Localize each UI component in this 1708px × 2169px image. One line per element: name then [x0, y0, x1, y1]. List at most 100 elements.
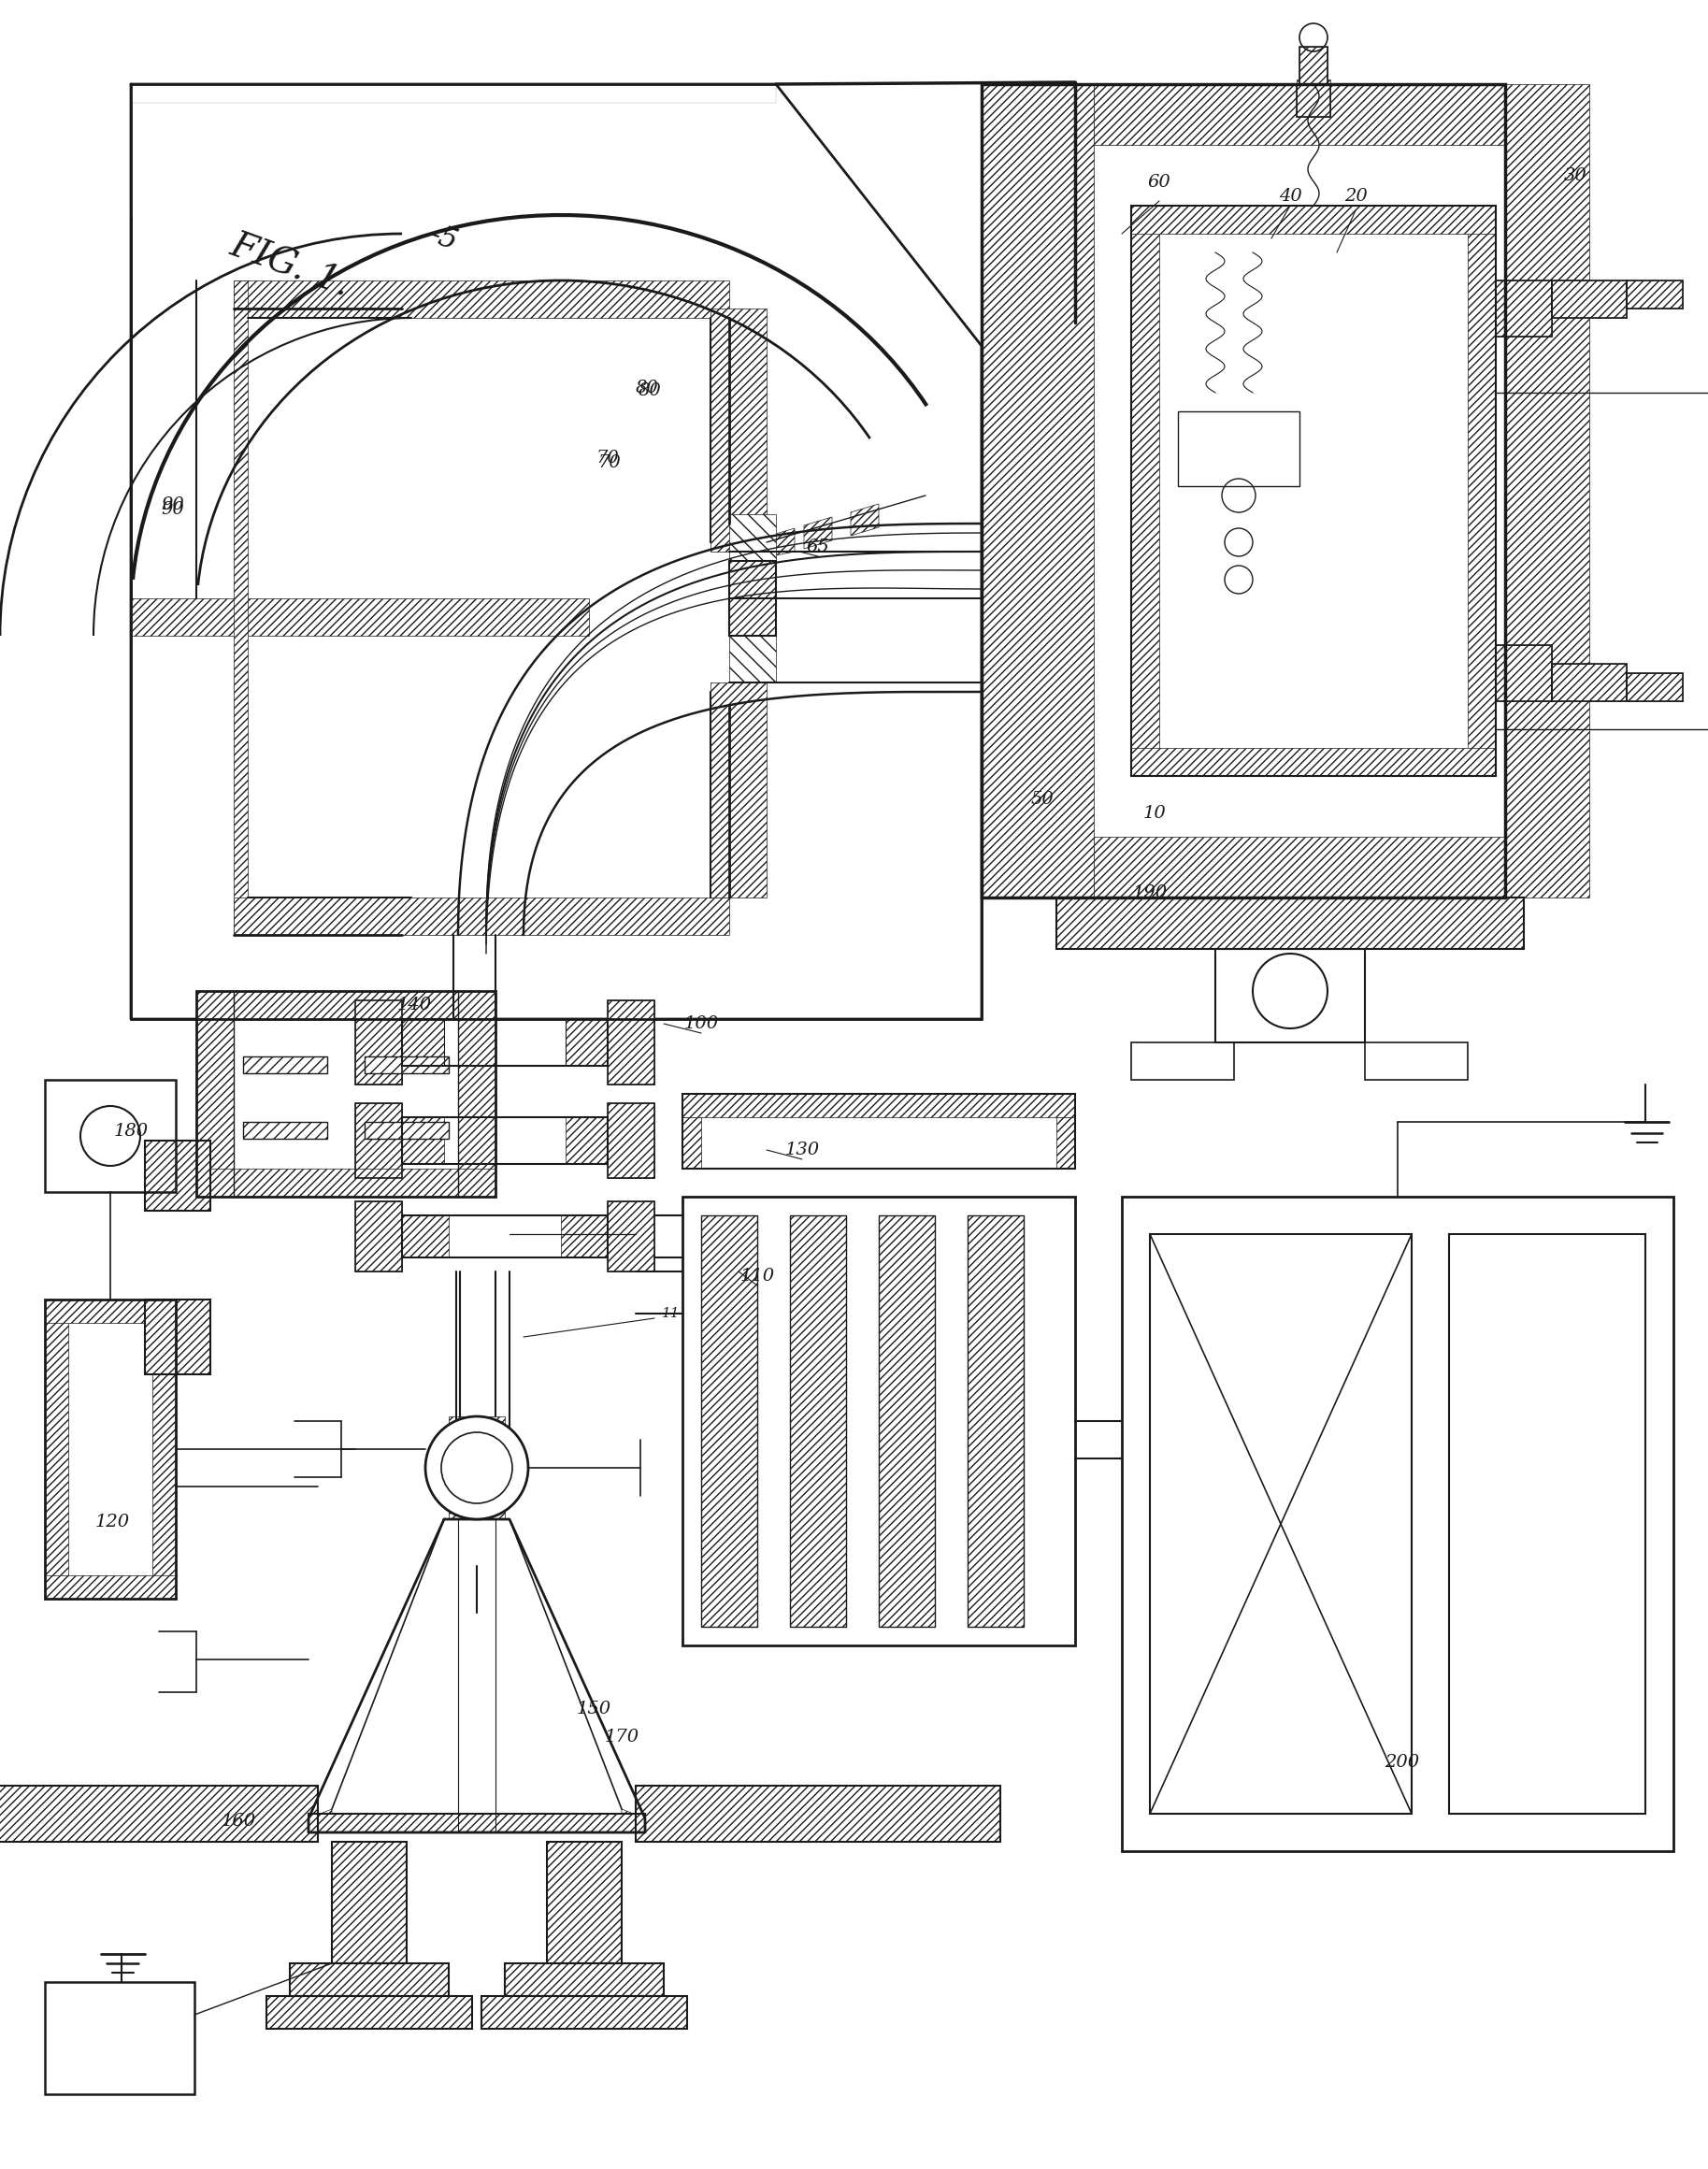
Polygon shape: [234, 280, 729, 319]
Text: 50: 50: [1032, 792, 1054, 807]
Bar: [1122, 1197, 1674, 1850]
Polygon shape: [635, 1785, 1001, 1841]
Bar: [243, 1056, 328, 1074]
Polygon shape: [266, 1995, 471, 2028]
Bar: [1131, 206, 1496, 777]
Bar: [1179, 412, 1300, 486]
Polygon shape: [145, 1141, 210, 1210]
Polygon shape: [1626, 672, 1682, 701]
Polygon shape: [880, 1215, 934, 1627]
Polygon shape: [196, 1169, 495, 1197]
Text: 200: 200: [1385, 1755, 1419, 1770]
Polygon shape: [196, 991, 495, 1019]
Bar: [683, 1093, 1074, 1169]
Text: 120: 120: [96, 1514, 130, 1531]
Text: 10: 10: [1143, 805, 1167, 822]
Polygon shape: [1131, 206, 1160, 777]
Text: -5: -5: [425, 219, 463, 256]
Bar: [1553, 664, 1626, 701]
Text: 100: 100: [683, 1015, 719, 1032]
Text: 80: 80: [639, 382, 661, 399]
Polygon shape: [152, 1299, 176, 1599]
Polygon shape: [196, 991, 234, 1197]
Polygon shape: [309, 1813, 646, 1833]
Polygon shape: [1093, 837, 1505, 898]
Bar: [0, 1785, 318, 1841]
Polygon shape: [565, 1019, 608, 1065]
Polygon shape: [1296, 80, 1331, 117]
Polygon shape: [1553, 280, 1626, 319]
Polygon shape: [711, 683, 767, 898]
Bar: [608, 1202, 654, 1271]
Circle shape: [441, 1432, 512, 1503]
Polygon shape: [729, 636, 775, 683]
Polygon shape: [506, 1963, 664, 1995]
Circle shape: [80, 1106, 140, 1167]
Polygon shape: [364, 1056, 449, 1074]
Polygon shape: [401, 1019, 444, 1065]
Polygon shape: [482, 1995, 687, 2028]
Polygon shape: [1505, 85, 1588, 898]
Polygon shape: [309, 1518, 646, 1833]
Polygon shape: [608, 1202, 654, 1271]
Polygon shape: [401, 1215, 449, 1258]
Bar: [1496, 280, 1553, 336]
Polygon shape: [683, 1093, 1074, 1117]
Bar: [401, 1215, 608, 1258]
Text: 70: 70: [598, 453, 622, 471]
Bar: [401, 1019, 608, 1065]
Polygon shape: [804, 516, 832, 549]
Bar: [145, 1299, 210, 1375]
Polygon shape: [851, 503, 880, 536]
Polygon shape: [1131, 748, 1496, 777]
Polygon shape: [968, 1215, 1023, 1627]
Text: 150: 150: [576, 1700, 611, 1718]
Bar: [1296, 85, 1331, 117]
Bar: [608, 1000, 654, 1084]
Bar: [1626, 672, 1682, 701]
Bar: [547, 1841, 622, 1963]
Polygon shape: [290, 1963, 449, 1995]
Text: FIG. 1.: FIG. 1.: [225, 228, 355, 304]
Bar: [309, 1813, 646, 1833]
Polygon shape: [1093, 85, 1505, 145]
Polygon shape: [622, 1809, 646, 1824]
Text: 90: 90: [161, 501, 184, 518]
Bar: [880, 1215, 934, 1627]
Polygon shape: [729, 514, 775, 562]
Bar: [44, 1982, 195, 2095]
Bar: [355, 1000, 401, 1084]
Bar: [482, 1995, 687, 2028]
Polygon shape: [560, 1215, 608, 1258]
Bar: [266, 1995, 471, 2028]
Polygon shape: [565, 1117, 608, 1165]
Polygon shape: [355, 1202, 401, 1271]
Polygon shape: [243, 1056, 328, 1074]
Text: 190: 190: [1132, 885, 1167, 902]
Bar: [145, 1141, 210, 1210]
Polygon shape: [729, 562, 775, 636]
Bar: [1496, 644, 1553, 701]
Polygon shape: [1496, 644, 1553, 701]
Polygon shape: [132, 85, 982, 1019]
Text: 11: 11: [663, 1308, 680, 1321]
Polygon shape: [547, 1841, 622, 1963]
Bar: [635, 1785, 1001, 1841]
Polygon shape: [608, 1000, 654, 1084]
Text: 140: 140: [396, 996, 432, 1013]
Polygon shape: [702, 1215, 757, 1627]
Polygon shape: [608, 1104, 654, 1178]
Polygon shape: [132, 599, 589, 636]
Text: 130: 130: [784, 1141, 820, 1158]
Polygon shape: [711, 308, 767, 551]
Polygon shape: [1300, 48, 1327, 85]
Text: 70: 70: [596, 449, 620, 466]
Bar: [791, 1215, 845, 1627]
Bar: [290, 1963, 449, 1995]
Bar: [355, 1104, 401, 1178]
Bar: [1057, 898, 1524, 950]
Text: 80: 80: [635, 380, 659, 397]
Polygon shape: [44, 1299, 68, 1599]
Bar: [683, 1197, 1074, 1646]
Polygon shape: [234, 898, 729, 935]
